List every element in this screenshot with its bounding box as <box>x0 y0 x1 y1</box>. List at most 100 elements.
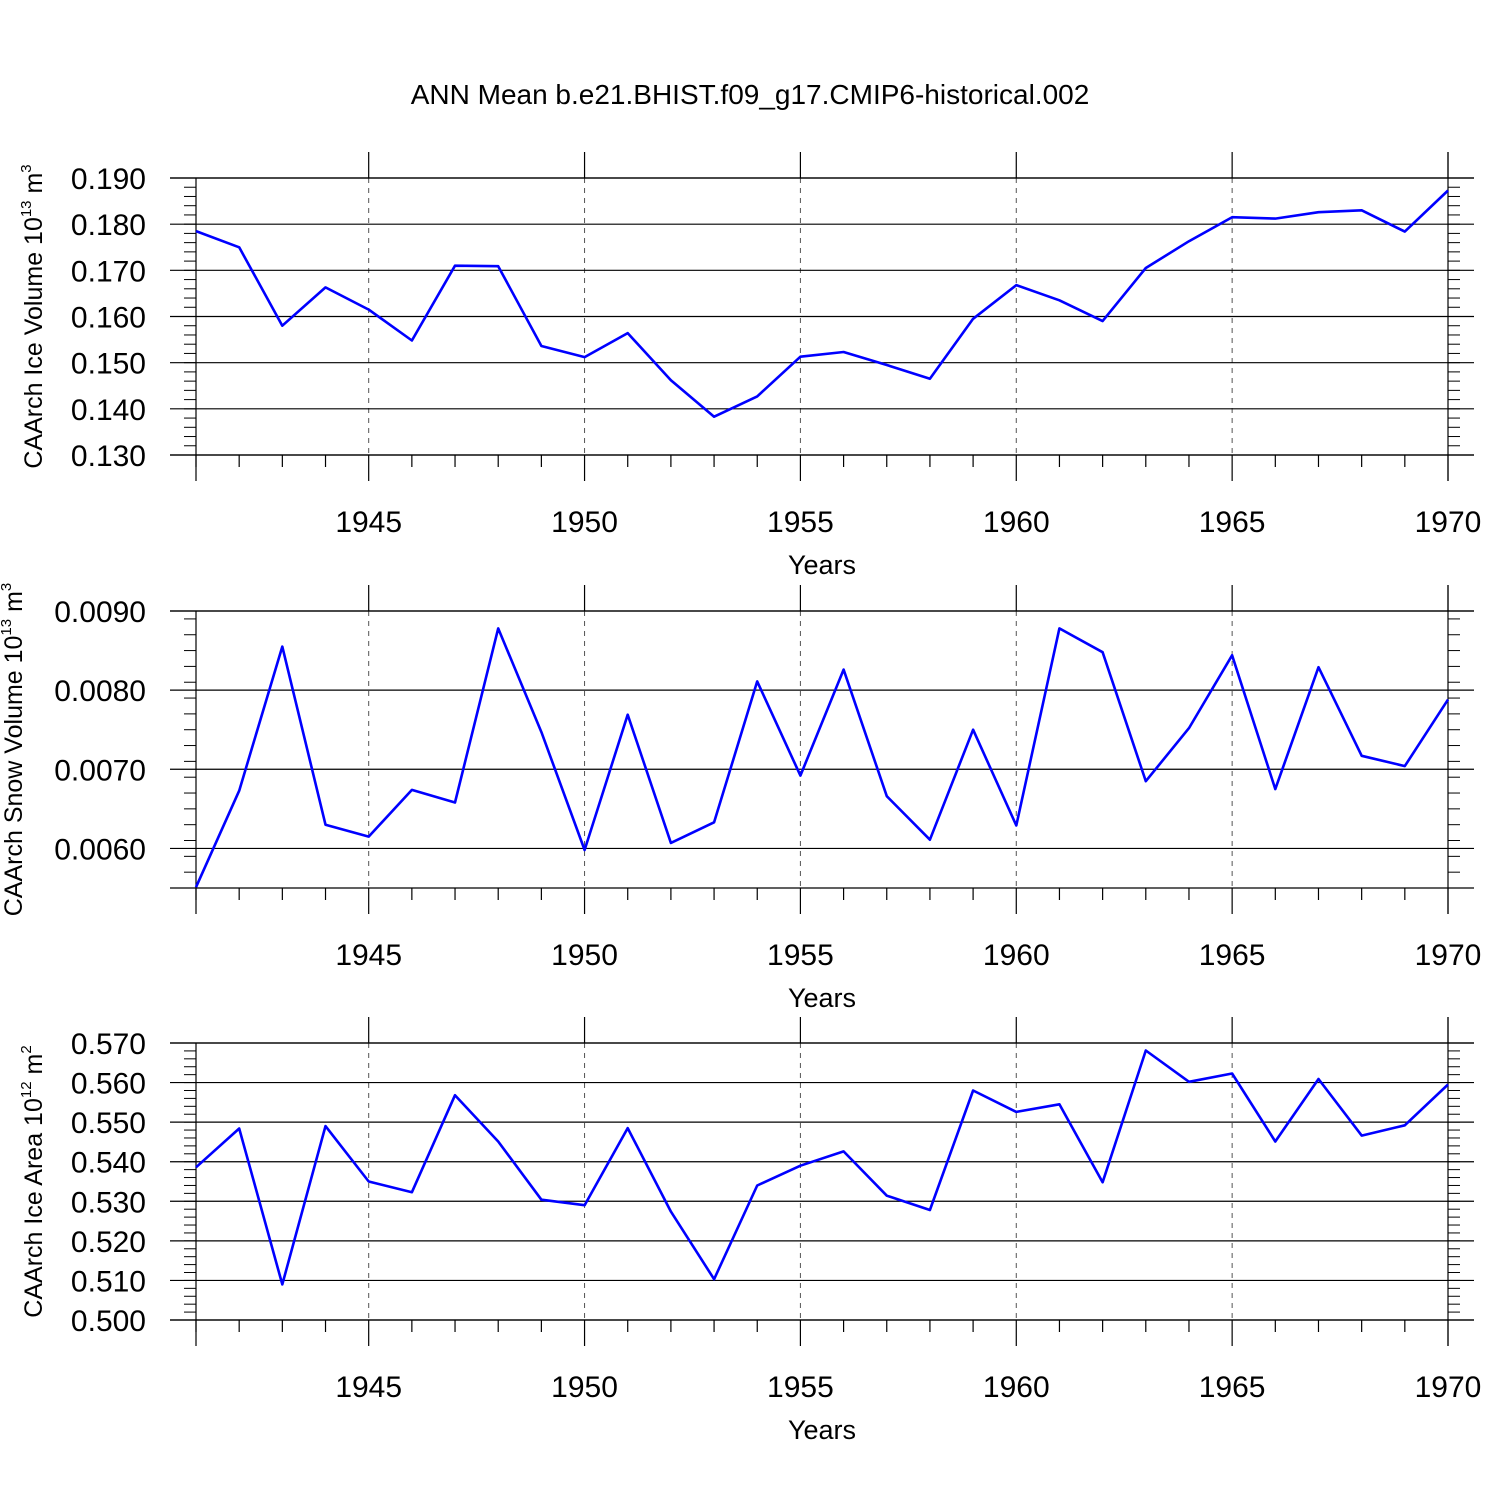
data-point <box>280 324 284 328</box>
data-point <box>1446 698 1450 702</box>
data-point <box>755 1183 759 1187</box>
data-point <box>885 794 889 798</box>
series-line <box>195 189 1449 419</box>
data-point <box>842 1149 846 1153</box>
data-point <box>539 730 543 734</box>
data-point <box>194 1165 198 1169</box>
data-point <box>583 1203 587 1207</box>
data-point <box>755 679 759 683</box>
data-point <box>1014 283 1018 287</box>
series-line <box>194 627 1450 888</box>
data-point <box>1360 754 1364 758</box>
y-tick-label: 0.190 <box>71 163 146 196</box>
y-tick-label: 0.510 <box>71 1265 146 1298</box>
panel-3: 0.500 0.510 0.520 0.530 0.540 0.550 0.560 0.570… <box>18 1017 1481 1445</box>
x-tick-label: 1960 <box>983 939 1050 972</box>
data-point <box>755 394 759 398</box>
data-point <box>1144 779 1148 783</box>
y-tick-label: 0.540 <box>71 1147 146 1180</box>
data-point <box>971 1088 975 1092</box>
data-point <box>712 415 716 419</box>
data-point <box>928 1208 932 1212</box>
x-tick-label: 1970 <box>1415 506 1482 539</box>
data-point <box>453 801 457 805</box>
y-tick-label: 0.170 <box>71 255 146 288</box>
data-point <box>669 841 673 845</box>
data-point <box>194 229 198 233</box>
data-point <box>324 823 328 827</box>
data-point <box>280 645 284 649</box>
series-line <box>195 1049 1449 1286</box>
data-point <box>1144 1049 1148 1053</box>
data-point <box>1187 239 1191 243</box>
data-point <box>1101 1180 1105 1184</box>
x-tick-label: 1945 <box>335 506 402 539</box>
data-point <box>367 308 371 312</box>
data-point <box>496 264 500 268</box>
data-point <box>971 317 975 321</box>
data-point <box>1403 230 1407 234</box>
data-point <box>280 1282 284 1286</box>
data-point <box>1101 650 1105 654</box>
data-point <box>626 331 630 335</box>
data-point <box>1273 787 1277 791</box>
data-point <box>885 363 889 367</box>
data-point <box>1057 626 1061 630</box>
data-point <box>1316 665 1320 669</box>
data-point <box>928 838 932 842</box>
data-point <box>237 1126 241 1130</box>
y-tick-label: 0.0060 <box>54 833 146 866</box>
y-tick-label: 0.140 <box>71 394 146 427</box>
data-point <box>1230 1071 1234 1075</box>
data-point <box>410 1190 414 1194</box>
data-point <box>1230 215 1234 219</box>
data-point <box>410 339 414 343</box>
data-point <box>496 1140 500 1144</box>
data-point <box>626 1126 630 1130</box>
data-point <box>367 835 371 839</box>
data-point <box>1057 298 1061 302</box>
x-axis-label: Years <box>788 550 856 580</box>
y-axis-label: CAArch Snow Volume 1013 m3 <box>0 583 28 917</box>
data-point <box>583 848 587 852</box>
x-tick-label: 1955 <box>767 939 834 972</box>
x-tick-label: 1955 <box>767 1371 834 1404</box>
data-point <box>842 350 846 354</box>
x-tick-label: 1955 <box>767 506 834 539</box>
y-tick-label: 0.150 <box>71 348 146 381</box>
figure-title: ANN Mean b.e21.BHIST.f09_g17.CMIP6-histo… <box>411 79 1090 110</box>
x-tick-label: 1970 <box>1415 1371 1482 1404</box>
data-point <box>971 728 975 732</box>
data-point <box>237 245 241 249</box>
data-point <box>1403 764 1407 768</box>
x-tick-label: 1965 <box>1199 506 1266 539</box>
y-tick-label: 0.550 <box>71 1107 146 1140</box>
y-tick-label: 0.0090 <box>54 596 146 629</box>
data-point <box>367 1180 371 1184</box>
data-point <box>237 789 241 793</box>
data-point <box>842 668 846 672</box>
x-tick-label: 1965 <box>1199 1371 1266 1404</box>
x-tick-label: 1950 <box>551 1371 618 1404</box>
data-point <box>669 1210 673 1214</box>
data-point <box>1360 1134 1364 1138</box>
data-point <box>453 264 457 268</box>
x-axis-label: Years <box>788 983 856 1013</box>
y-tick-label: 0.560 <box>71 1068 146 1101</box>
data-point <box>712 820 716 824</box>
x-tick-label: 1965 <box>1199 939 1266 972</box>
data-point <box>1446 1083 1450 1087</box>
x-axis-label: Years <box>788 1415 856 1445</box>
data-point <box>1403 1123 1407 1127</box>
data-point <box>453 1093 457 1097</box>
y-axis-label: CAArch Ice Volume 1013 m3 <box>18 164 48 468</box>
x-tick-label: 1950 <box>551 939 618 972</box>
y-tick-label: 0.570 <box>71 1028 146 1061</box>
y-tick-label: 0.530 <box>71 1186 146 1219</box>
data-point <box>1144 266 1148 270</box>
data-point <box>1057 1102 1061 1106</box>
panels: 0.130 0.140 0.150 0.160 0.170 0.180 0.190 1945 1… <box>0 152 1481 1445</box>
data-point <box>324 1124 328 1128</box>
data-point <box>798 774 802 778</box>
